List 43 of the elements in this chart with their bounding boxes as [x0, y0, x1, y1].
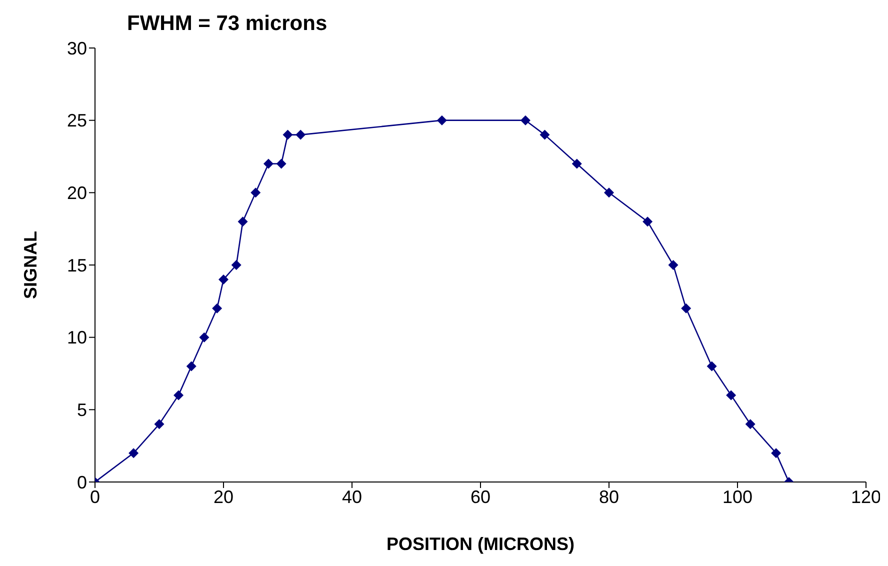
point: [263, 158, 274, 169]
point: [436, 115, 447, 126]
y-tick-label: 10: [66, 328, 87, 348]
point: [296, 130, 306, 140]
point: [238, 216, 248, 227]
y-tick-label: 25: [66, 110, 87, 131]
y-tick-label: 30: [66, 38, 87, 58]
point: [745, 419, 756, 430]
y-tick-label: 5: [76, 400, 87, 420]
point: [199, 332, 210, 342]
point: [520, 115, 530, 126]
y-axis-title: SIGNAL: [20, 230, 40, 300]
point: [642, 216, 653, 227]
point: [540, 130, 550, 140]
y-tick-label: 15: [66, 255, 87, 276]
point: [668, 260, 678, 270]
point: [128, 448, 139, 458]
x-tick-label: 20: [213, 486, 234, 507]
x-tick-label: 60: [470, 486, 491, 507]
point: [250, 188, 261, 198]
point: [681, 303, 692, 314]
point: [604, 188, 614, 198]
point: [706, 361, 717, 372]
point: [154, 419, 164, 430]
x-tick-label: 120: [850, 486, 882, 507]
point: [572, 158, 582, 169]
x-tick-label: 80: [598, 486, 620, 507]
y-tick-label: 20: [66, 183, 87, 204]
point: [174, 390, 184, 400]
x-tick-label: 40: [342, 486, 362, 507]
point: [276, 158, 286, 169]
point: [186, 361, 196, 372]
y-tick-label: 0: [76, 472, 87, 492]
point: [726, 390, 736, 400]
point: [231, 260, 242, 270]
point: [212, 303, 222, 314]
point: [771, 448, 782, 458]
point: [282, 130, 293, 140]
x-tick-label: 100: [722, 486, 753, 507]
x-tick-label: 0: [90, 486, 100, 507]
x-axis-title: POSITION (MICRONS): [386, 534, 575, 554]
point: [218, 274, 228, 284]
chart-title: FWHM = 73 microns: [127, 12, 328, 36]
